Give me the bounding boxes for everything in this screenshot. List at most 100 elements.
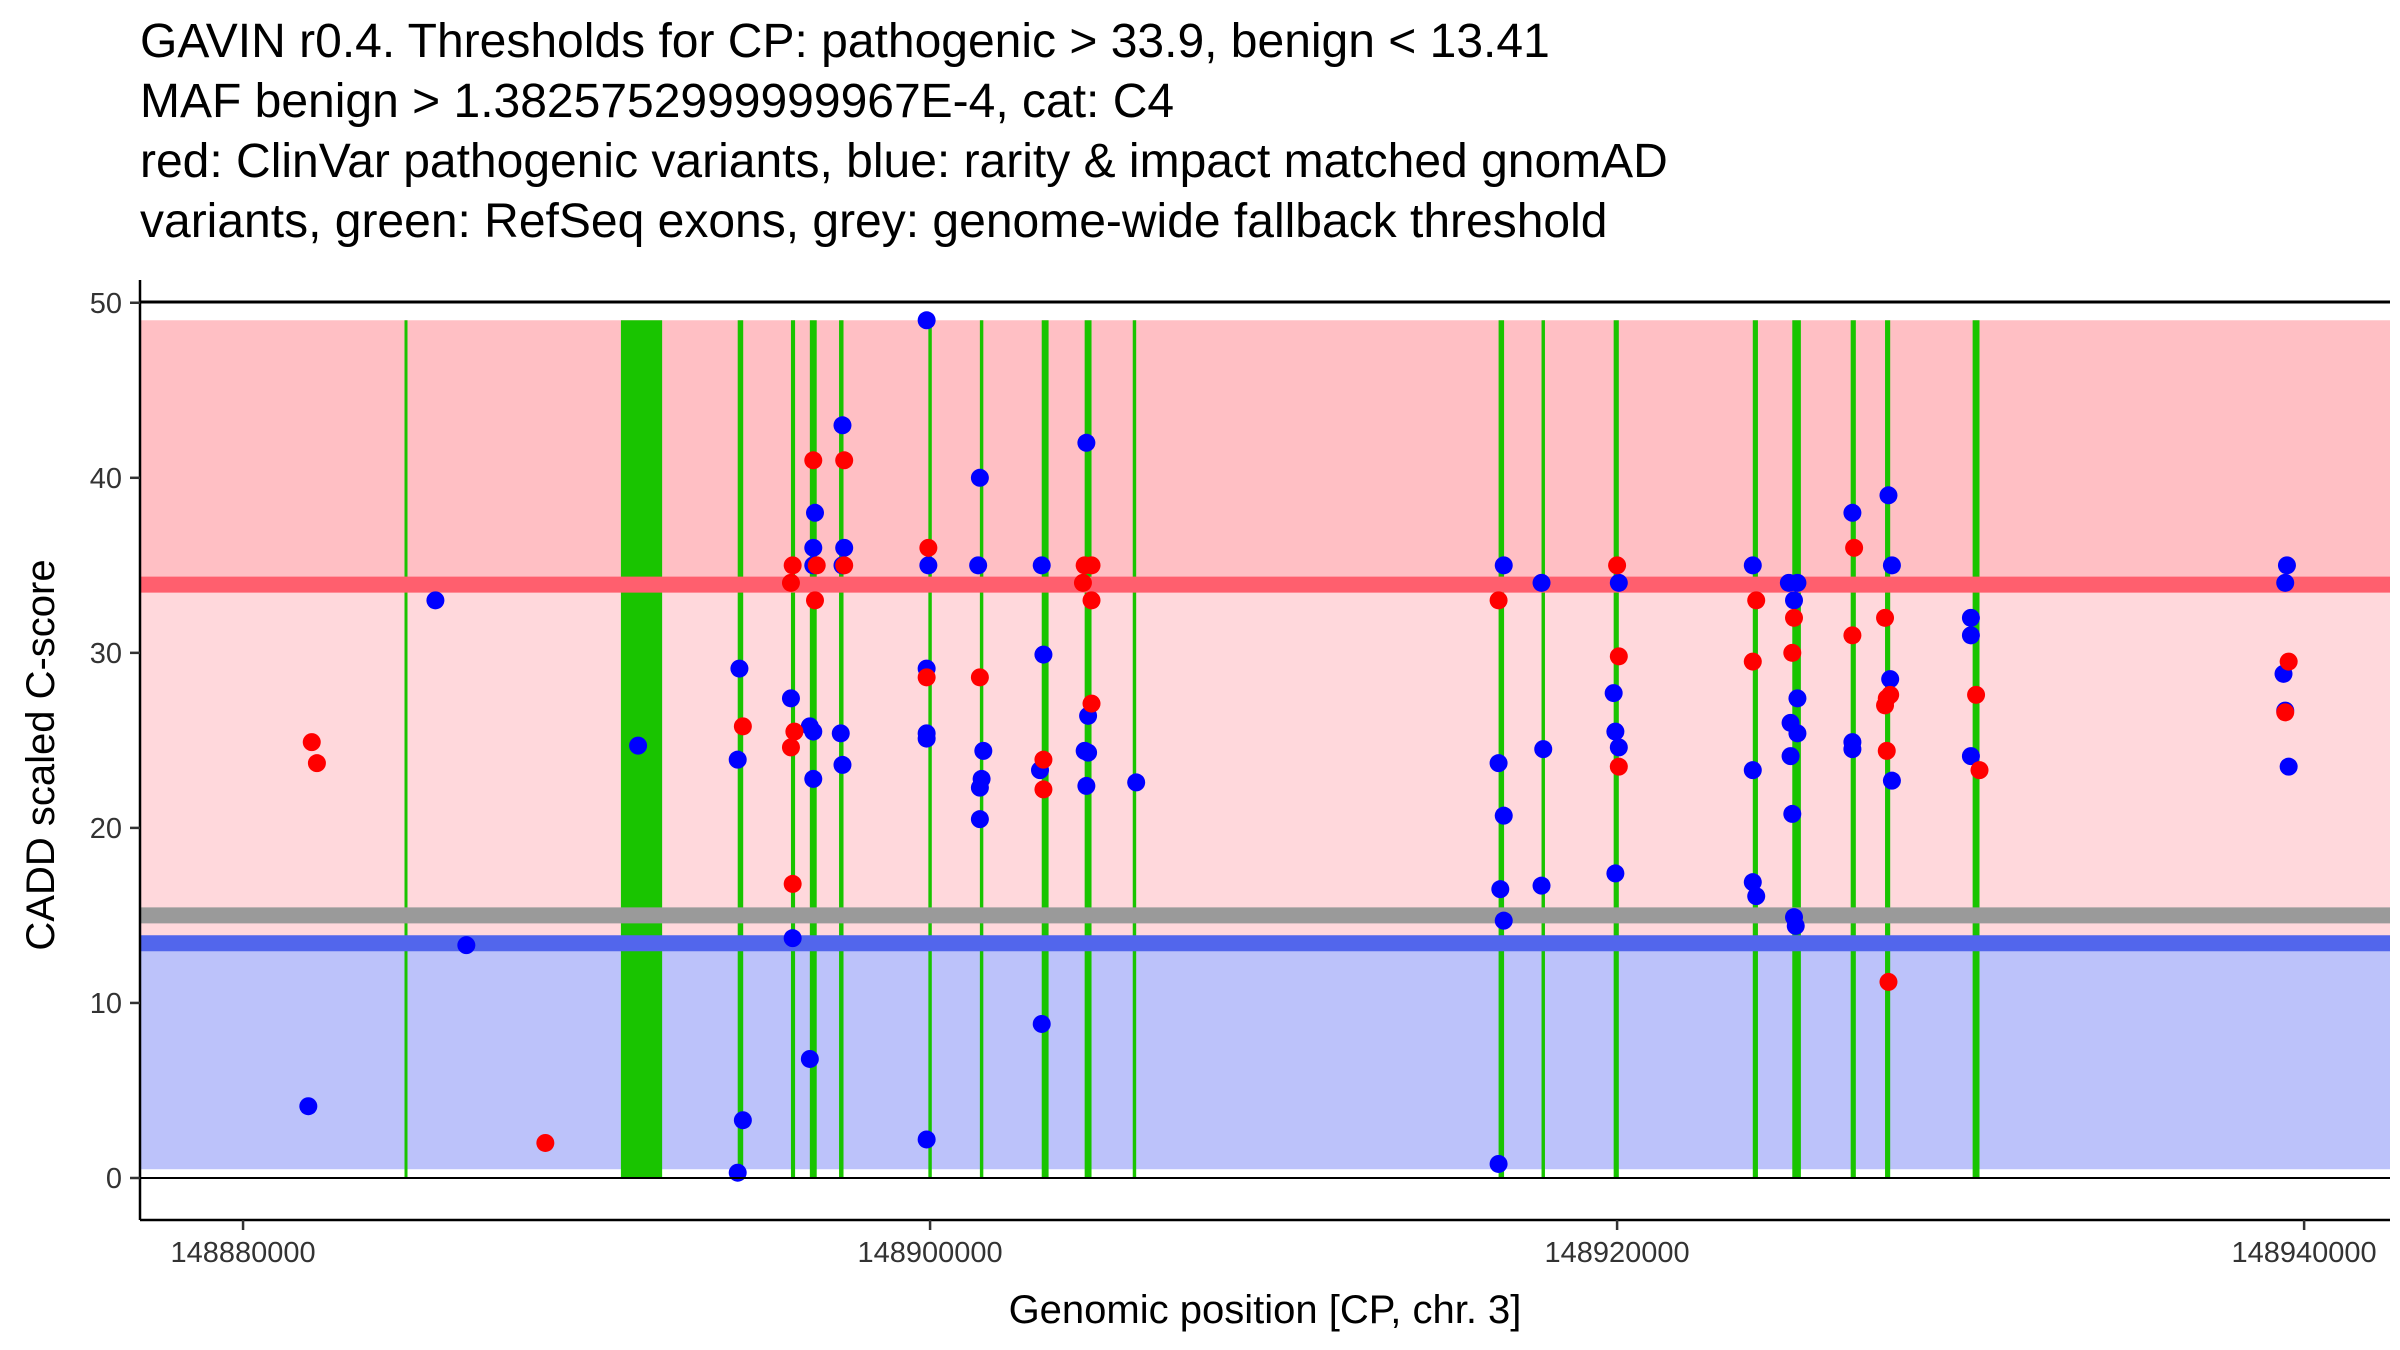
clinvar-point — [2279, 652, 2298, 671]
clinvar-point — [917, 668, 936, 687]
gnomad-point — [1077, 776, 1096, 795]
chart-title: GAVIN r0.4. Thresholds for CP: pathogeni… — [140, 12, 2340, 252]
gnomad-point — [426, 591, 445, 610]
clinvar-point — [1876, 608, 1895, 627]
clinvar-point — [835, 556, 854, 575]
clinvar-point — [919, 538, 938, 557]
gnomad-point — [917, 311, 936, 330]
title-line-4: variants, green: RefSeq exons, grey: gen… — [140, 195, 1608, 248]
clinvar-point — [806, 591, 824, 610]
gnomad-point — [1489, 754, 1508, 773]
clinvar-point — [785, 722, 804, 741]
exon-bar — [809, 320, 817, 1178]
gnomad-point — [1077, 433, 1096, 452]
gnomad-point — [1079, 743, 1098, 762]
gnomad-point — [1788, 724, 1807, 743]
clinvar-point — [1785, 608, 1804, 627]
gnomad-point — [800, 1049, 819, 1068]
y-tick-label: 10 — [90, 988, 122, 1020]
gnomad-point — [1783, 804, 1802, 823]
gnomad-point — [970, 810, 989, 829]
gnomad-point — [969, 556, 988, 575]
y-tick-label: 50 — [90, 288, 122, 320]
clinvar-point — [733, 717, 752, 736]
clinvar-point — [1489, 591, 1508, 610]
y-tick-label: 20 — [90, 813, 122, 845]
gnomad-point — [833, 416, 852, 435]
gnomad-point — [457, 936, 476, 955]
clinvar-point — [1845, 538, 1864, 557]
gnomad-point — [1786, 916, 1805, 935]
clinvar-point — [970, 668, 989, 687]
gnomad-point — [1961, 747, 1980, 766]
exon-bar — [928, 320, 932, 1178]
threshold-zones — [140, 320, 2390, 1170]
gnomad-point — [804, 538, 823, 557]
clinvar-point — [1082, 591, 1101, 610]
clinvar-point — [1843, 626, 1862, 645]
title-line-2: MAF benign > 1.3825752999999967E-4, cat:… — [140, 75, 1175, 128]
y-tick-label: 0 — [106, 1163, 122, 1195]
clinvar-point — [1967, 685, 1986, 704]
gnomad-point — [1843, 740, 1862, 759]
gnomad-point — [1961, 608, 1980, 627]
gnomad-point — [1788, 689, 1807, 708]
gnomad-point — [1032, 1014, 1051, 1033]
gnomad-point — [2277, 556, 2296, 575]
axes — [138, 280, 2390, 1222]
gnomad-point — [1747, 887, 1766, 906]
x-axis-title: Genomic position [CP, chr. 3] — [1009, 1288, 1522, 1332]
gnomad-point — [970, 468, 989, 487]
gnomad-point — [1785, 591, 1804, 610]
gnomad-point — [1781, 747, 1800, 766]
exon-bar — [404, 320, 408, 1178]
clinvar-point — [1783, 643, 1802, 662]
clinvar-point — [1877, 741, 1896, 760]
gnomad-point — [919, 556, 938, 575]
clinvar-point — [1747, 591, 1766, 610]
clinvar-point — [1743, 652, 1762, 671]
exon-bar — [839, 320, 844, 1178]
gnomad-point — [806, 503, 824, 522]
x-tick-label: 148900000 — [857, 1237, 1002, 1269]
gnomad-point — [804, 769, 823, 788]
exon-bar — [1498, 320, 1505, 1178]
y-axis-title: CADD scaled C-score — [19, 559, 63, 950]
clinvar-point — [1876, 696, 1895, 715]
clinvar-point — [536, 1133, 555, 1152]
gnomad-point — [1489, 1154, 1508, 1173]
gnomad-point — [2279, 757, 2298, 776]
gnomad-point — [1494, 911, 1513, 930]
clinvar-point — [783, 874, 802, 893]
clinvar-point — [1879, 972, 1898, 991]
gnomad-point — [1882, 556, 1901, 575]
clinvar-point — [783, 556, 802, 575]
gnomad-point — [1534, 740, 1553, 759]
gnomad-point — [2276, 573, 2295, 592]
clinvar-point — [302, 733, 321, 752]
gnomad-point — [1743, 556, 1762, 575]
gnomad-point — [733, 1111, 752, 1130]
clinvar-point — [804, 451, 823, 470]
gnomad-point — [1743, 873, 1762, 892]
gnomad-point — [299, 1097, 318, 1116]
gnomad-point — [783, 929, 802, 948]
gnomad-point — [1743, 761, 1762, 780]
title-line-1: GAVIN r0.4. Thresholds for CP: pathogeni… — [140, 15, 1550, 68]
variant-points — [299, 311, 2298, 1182]
x-tick-label: 148880000 — [170, 1237, 315, 1269]
gnomad-point — [730, 659, 749, 678]
exon-bar — [1752, 320, 1758, 1178]
gnomad-point — [1843, 503, 1862, 522]
clinvar-point — [1034, 780, 1053, 799]
gnomad-point — [1606, 722, 1625, 741]
clinvar-point — [1608, 556, 1627, 575]
clinvar-point — [1073, 573, 1092, 592]
gnomad-point — [831, 724, 850, 743]
gnomad-point — [728, 750, 747, 769]
clinvar-point — [807, 556, 826, 575]
clinvar-point — [835, 451, 854, 470]
gnomad-point — [1604, 684, 1623, 703]
clinvar-point — [307, 754, 326, 773]
